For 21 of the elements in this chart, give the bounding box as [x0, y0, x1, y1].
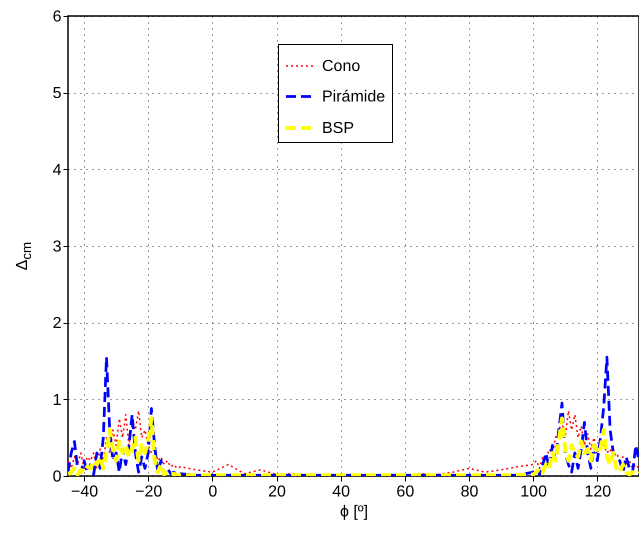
legend-label: Cono	[322, 58, 360, 75]
x-tick-label: 20	[268, 484, 286, 500]
y-tick-label: 6	[52, 8, 62, 26]
legend-label: Pirámide	[322, 88, 386, 106]
x-tick-label: 100	[520, 484, 548, 500]
y-tick-label: 4	[52, 162, 62, 179]
x-tick-label: −40	[70, 484, 98, 500]
y-tick-label: 0	[52, 468, 62, 486]
x-tick-label: 60	[396, 484, 414, 500]
x-tick-label: 80	[460, 484, 478, 500]
y-tick-label: 5	[52, 85, 62, 102]
y-tick-label: 3	[52, 238, 62, 256]
x-tick-label: 120	[584, 484, 612, 500]
y-tick-label: 1	[52, 392, 62, 409]
y-tick-label: 2	[52, 315, 62, 332]
legend-label: BSP	[322, 120, 354, 137]
x-axis-title: ϕ [º]	[340, 504, 368, 520]
x-tick-label: 0	[208, 484, 218, 500]
x-tick-label: 40	[332, 484, 350, 500]
line-series	[68, 356, 639, 476]
x-tick-label: −20	[135, 484, 162, 500]
